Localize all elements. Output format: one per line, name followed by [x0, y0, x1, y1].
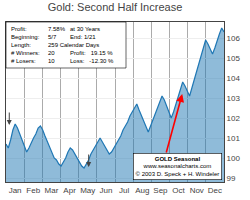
svg-text:103: 103 [227, 94, 241, 103]
svg-text:Jan: Jan [9, 186, 22, 195]
svg-text:100: 100 [227, 154, 241, 163]
svg-text:Profit:: Profit: [11, 26, 27, 32]
svg-text:Jun: Jun [99, 186, 112, 195]
svg-text:at 30 Years: at 30 Years [70, 26, 100, 32]
svg-text:Profit: 19.15 %: Profit: 19.15 % [70, 50, 113, 56]
svg-text:Dec: Dec [208, 186, 222, 195]
svg-text:# Winners:: # Winners: [11, 50, 40, 56]
svg-text:Loss: -12.30 %: Loss: -12.30 % [70, 58, 114, 64]
svg-text:# Losers:: # Losers: [11, 58, 36, 64]
svg-text:Sep: Sep [153, 186, 168, 195]
svg-text:May: May [80, 186, 95, 195]
svg-text:Beginning:: Beginning: [11, 34, 40, 40]
svg-text:Nov: Nov [190, 186, 204, 195]
svg-text:20: 20 [48, 50, 55, 56]
svg-text:Gold: Second Half Increase: Gold: Second Half Increase [48, 1, 183, 13]
svg-text:105: 105 [227, 54, 241, 63]
svg-text:106: 106 [227, 34, 241, 43]
svg-text:Mar: Mar [45, 186, 59, 195]
svg-text:Feb: Feb [26, 186, 40, 195]
svg-text:Jul: Jul [119, 186, 129, 195]
svg-text:102: 102 [227, 114, 241, 123]
svg-text:104: 104 [227, 74, 241, 83]
svg-text:GOLD Seasonalwww.seasonalchart: GOLD Seasonalwww.seasonalcharts.com© 200… [136, 156, 220, 178]
svg-text:99: 99 [227, 174, 236, 183]
svg-text:7.58%: 7.58% [48, 26, 66, 32]
svg-text:Oct: Oct [172, 186, 185, 195]
svg-text:259 Calendar Days: 259 Calendar Days [48, 42, 99, 48]
svg-text:Length:: Length: [11, 42, 31, 48]
svg-text:10: 10 [48, 58, 55, 64]
svg-text:101: 101 [227, 134, 241, 143]
svg-text:5/7: 5/7 [48, 34, 57, 40]
svg-text:Apr: Apr [63, 186, 76, 195]
svg-text:Aug: Aug [135, 186, 149, 195]
svg-text:End: 1/21: End: 1/21 [70, 34, 96, 40]
